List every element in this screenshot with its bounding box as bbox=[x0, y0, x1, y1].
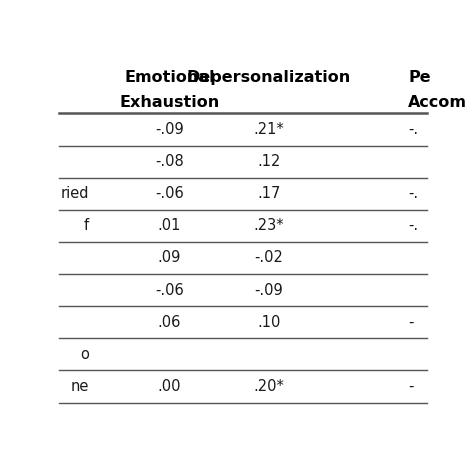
Text: -.08: -.08 bbox=[155, 154, 184, 169]
Text: .21*: .21* bbox=[253, 122, 284, 137]
Text: f: f bbox=[83, 219, 89, 233]
Text: -.: -. bbox=[408, 219, 419, 233]
Text: .01: .01 bbox=[158, 219, 181, 233]
Text: .06: .06 bbox=[158, 315, 181, 330]
Text: .17: .17 bbox=[257, 186, 280, 201]
Text: -.02: -.02 bbox=[254, 250, 283, 265]
Text: -: - bbox=[408, 379, 414, 394]
Text: -.09: -.09 bbox=[254, 283, 283, 298]
Text: Depersonalization: Depersonalization bbox=[186, 70, 351, 85]
Text: ried: ried bbox=[60, 186, 89, 201]
Text: Accom: Accom bbox=[408, 95, 467, 110]
Text: .12: .12 bbox=[257, 154, 280, 169]
Text: .10: .10 bbox=[257, 315, 280, 330]
Text: o: o bbox=[80, 347, 89, 362]
Text: -.: -. bbox=[408, 122, 419, 137]
Text: Pe: Pe bbox=[408, 70, 431, 85]
Text: .00: .00 bbox=[158, 379, 181, 394]
Text: Exhaustion: Exhaustion bbox=[119, 95, 219, 110]
Text: .09: .09 bbox=[158, 250, 181, 265]
Text: Emotional: Emotional bbox=[124, 70, 215, 85]
Text: -.06: -.06 bbox=[155, 186, 184, 201]
Text: .20*: .20* bbox=[253, 379, 284, 394]
Text: .23*: .23* bbox=[253, 219, 284, 233]
Text: -: - bbox=[408, 315, 414, 330]
Text: -.: -. bbox=[408, 186, 419, 201]
Text: ne: ne bbox=[70, 379, 89, 394]
Text: -.06: -.06 bbox=[155, 283, 184, 298]
Text: -.09: -.09 bbox=[155, 122, 184, 137]
